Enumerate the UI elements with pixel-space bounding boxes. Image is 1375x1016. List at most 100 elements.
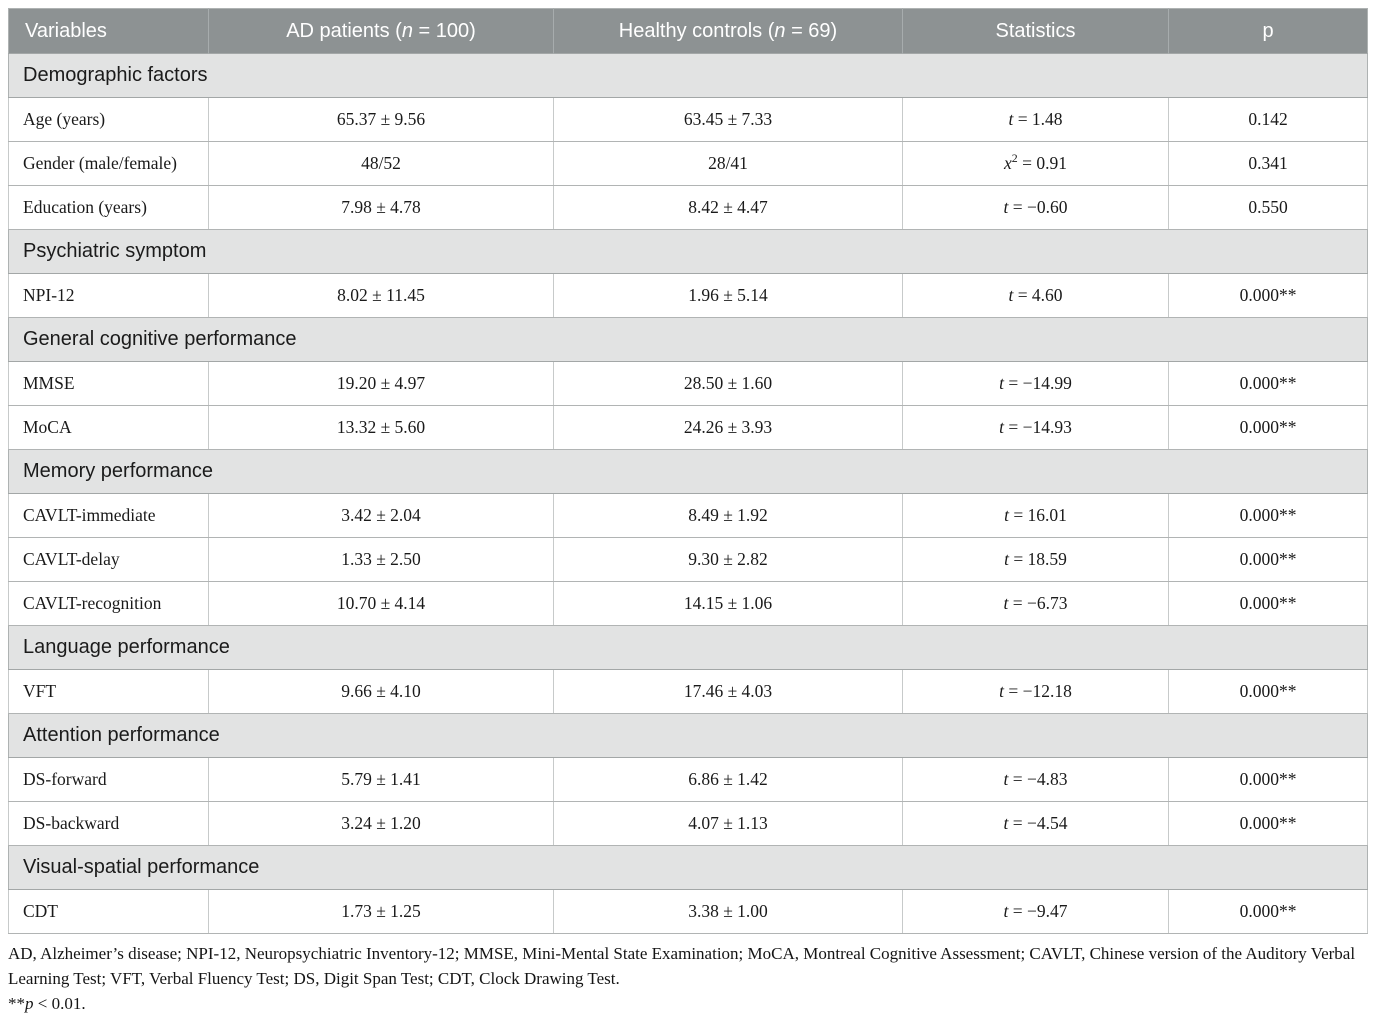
stat-value: = 4.60 bbox=[1013, 285, 1063, 305]
statistic-cell: t = −4.83 bbox=[902, 757, 1169, 802]
p-value-cell: 0.000** bbox=[1168, 581, 1368, 626]
section-row-visual-spatial: Visual-spatial performance bbox=[8, 845, 1368, 890]
stat-value: = 0.91 bbox=[1017, 153, 1067, 173]
header-ad-n: n bbox=[401, 19, 413, 42]
p-value-cell: 0.550 bbox=[1168, 185, 1368, 230]
section-title: Attention performance bbox=[8, 713, 1368, 758]
ad-value-cell: 1.73 ± 1.25 bbox=[208, 889, 554, 934]
header-hc-n: n bbox=[774, 19, 786, 42]
stat-value: = −14.99 bbox=[1004, 373, 1072, 393]
variable-cell: MMSE bbox=[8, 361, 209, 406]
header-hc-post: = 69) bbox=[785, 19, 838, 42]
table-row-age: Age (years) 65.37 ± 9.56 63.45 ± 7.33 t … bbox=[8, 97, 1368, 142]
p-value-cell: 0.000** bbox=[1168, 273, 1368, 318]
variable-cell: Age (years) bbox=[8, 97, 209, 142]
ad-value-cell: 3.42 ± 2.04 bbox=[208, 493, 554, 538]
table-row-ds-backward: DS-backward 3.24 ± 1.20 4.07 ± 1.13 t = … bbox=[8, 801, 1368, 846]
stat-symbol: t bbox=[1003, 813, 1009, 833]
variable-cell: DS-forward bbox=[8, 757, 209, 802]
header-variables: Variables bbox=[8, 8, 209, 54]
hc-value-cell: 3.38 ± 1.00 bbox=[553, 889, 903, 934]
variable-cell: MoCA bbox=[8, 405, 209, 450]
statistic-cell: x2 = 0.91 bbox=[902, 141, 1169, 186]
section-row-psychiatric: Psychiatric symptom bbox=[8, 229, 1368, 274]
table-row-gender: Gender (male/female) 48/52 28/41 x2 = 0.… bbox=[8, 141, 1368, 186]
ad-value-cell: 5.79 ± 1.41 bbox=[208, 757, 554, 802]
hc-value-cell: 17.46 ± 4.03 bbox=[553, 669, 903, 714]
section-title: Visual-spatial performance bbox=[8, 845, 1368, 890]
table-row-vft: VFT 9.66 ± 4.10 17.46 ± 4.03 t = −12.18 … bbox=[8, 669, 1368, 714]
statistic-cell: t = −14.99 bbox=[902, 361, 1169, 406]
stat-value: = −4.54 bbox=[1008, 813, 1068, 833]
ad-value-cell: 8.02 ± 11.45 bbox=[208, 273, 554, 318]
section-row-attention: Attention performance bbox=[8, 713, 1368, 758]
variable-cell: VFT bbox=[8, 669, 209, 714]
table-container: Variables AD patients (n = 100) Healthy … bbox=[8, 8, 1368, 1016]
stat-symbol: x bbox=[1004, 153, 1012, 173]
ad-value-cell: 9.66 ± 4.10 bbox=[208, 669, 554, 714]
stat-value: = 1.48 bbox=[1013, 109, 1063, 129]
variable-cell: DS-backward bbox=[8, 801, 209, 846]
table-row-mmse: MMSE 19.20 ± 4.97 28.50 ± 1.60 t = −14.9… bbox=[8, 361, 1368, 406]
table-row-cdt: CDT 1.73 ± 1.25 3.38 ± 1.00 t = −9.47 0.… bbox=[8, 889, 1368, 934]
hc-value-cell: 63.45 ± 7.33 bbox=[553, 97, 903, 142]
variable-cell: CAVLT-delay bbox=[8, 537, 209, 582]
ad-value-cell: 1.33 ± 2.50 bbox=[208, 537, 554, 582]
stat-value: = −14.93 bbox=[1004, 417, 1072, 437]
statistic-cell: t = −6.73 bbox=[902, 581, 1169, 626]
section-title: General cognitive performance bbox=[8, 317, 1368, 362]
stat-value: = −4.83 bbox=[1008, 769, 1068, 789]
p-value-cell: 0.000** bbox=[1168, 493, 1368, 538]
variable-cell: Education (years) bbox=[8, 185, 209, 230]
header-ad-patients: AD patients (n = 100) bbox=[208, 8, 554, 54]
stat-symbol: t bbox=[1004, 505, 1009, 525]
table-row-moca: MoCA 13.32 ± 5.60 24.26 ± 3.93 t = −14.9… bbox=[8, 405, 1368, 450]
stat-value: = −6.73 bbox=[1008, 593, 1068, 613]
section-title: Psychiatric symptom bbox=[8, 229, 1368, 274]
significance-footnote: **p < 0.01. bbox=[8, 991, 1367, 1016]
variable-cell: NPI-12 bbox=[8, 273, 209, 318]
hc-value-cell: 1.96 ± 5.14 bbox=[553, 273, 903, 318]
statistic-cell: t = −4.54 bbox=[902, 801, 1169, 846]
abbreviation-footnote: AD, Alzheimer’s disease; NPI-12, Neurops… bbox=[8, 941, 1367, 991]
hc-value-cell: 6.86 ± 1.42 bbox=[553, 757, 903, 802]
hc-value-cell: 8.42 ± 4.47 bbox=[553, 185, 903, 230]
section-row-general-cognitive: General cognitive performance bbox=[8, 317, 1368, 362]
table-header-row: Variables AD patients (n = 100) Healthy … bbox=[8, 8, 1368, 54]
statistic-cell: t = 1.48 bbox=[902, 97, 1169, 142]
ad-value-cell: 13.32 ± 5.60 bbox=[208, 405, 554, 450]
p-value-cell: 0.000** bbox=[1168, 669, 1368, 714]
section-title: Demographic factors bbox=[8, 53, 1368, 98]
stat-exponent: 2 bbox=[1011, 151, 1018, 166]
p-value-cell: 0.000** bbox=[1168, 889, 1368, 934]
statistic-cell: t = −14.93 bbox=[902, 405, 1169, 450]
variable-cell: CAVLT-recognition bbox=[8, 581, 209, 626]
hc-value-cell: 9.30 ± 2.82 bbox=[553, 537, 903, 582]
stat-symbol: t bbox=[1003, 769, 1009, 789]
header-statistics: Statistics bbox=[902, 8, 1169, 54]
hc-value-cell: 24.26 ± 3.93 bbox=[553, 405, 903, 450]
statistic-cell: t = −9.47 bbox=[902, 889, 1169, 934]
ad-value-cell: 65.37 ± 9.56 bbox=[208, 97, 554, 142]
stat-value: = 18.59 bbox=[1008, 549, 1067, 569]
stat-symbol: t bbox=[1003, 197, 1009, 217]
significance-p-symbol: p bbox=[25, 994, 34, 1013]
stat-symbol: t bbox=[999, 681, 1004, 701]
statistic-cell: t = 4.60 bbox=[902, 273, 1169, 318]
table-row-cavlt-recognition: CAVLT-recognition 10.70 ± 4.14 14.15 ± 1… bbox=[8, 581, 1368, 626]
stat-value: = −12.18 bbox=[1004, 681, 1072, 701]
stat-value: = 16.01 bbox=[1008, 505, 1067, 525]
header-hc-pre: Healthy controls ( bbox=[618, 19, 775, 42]
stat-value: = −0.60 bbox=[1008, 197, 1068, 217]
significance-threshold: < 0.01. bbox=[33, 994, 86, 1013]
p-value-cell: 0.000** bbox=[1168, 361, 1368, 406]
section-title: Language performance bbox=[8, 625, 1368, 670]
significance-asterisks: ** bbox=[8, 994, 25, 1013]
stat-value: = −9.47 bbox=[1008, 901, 1068, 921]
abbreviation-text: AD, Alzheimer’s disease; NPI-12, Neurops… bbox=[8, 944, 1356, 988]
stat-symbol: t bbox=[1003, 593, 1009, 613]
table-row-education: Education (years) 7.98 ± 4.78 8.42 ± 4.4… bbox=[8, 185, 1368, 230]
stat-symbol: t bbox=[1004, 549, 1009, 569]
p-value-cell: 0.000** bbox=[1168, 801, 1368, 846]
p-value-cell: 0.000** bbox=[1168, 537, 1368, 582]
